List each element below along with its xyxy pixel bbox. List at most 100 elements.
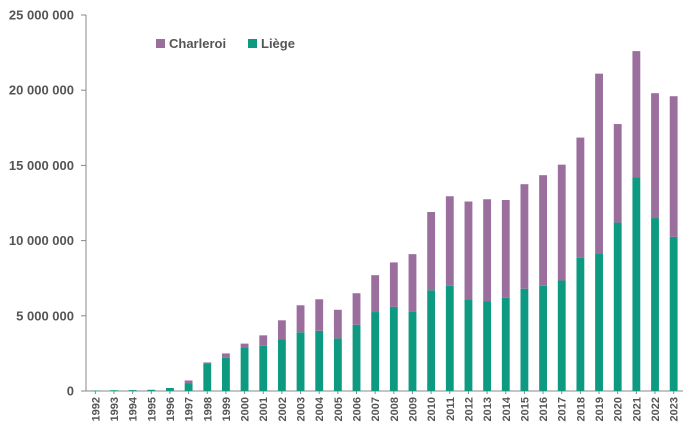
bar-liege-2016: [539, 285, 547, 391]
x-tick-label: 1996: [165, 397, 177, 421]
x-tick-label: 2005: [333, 397, 345, 421]
bar-liege-2020: [613, 222, 622, 391]
bar-liege-2009: [408, 311, 417, 391]
y-tick-label: 20 000 000: [9, 83, 74, 98]
bar-liege-2019: [595, 253, 603, 391]
x-tick-label: 2009: [407, 397, 419, 421]
x-tick-label: 2002: [277, 397, 289, 421]
bar-charleroi-2003: [296, 305, 305, 333]
x-tick-label: 1992: [90, 397, 102, 421]
x-tick-label: 2015: [519, 397, 531, 421]
bar-liege-2010: [427, 290, 436, 391]
legend: Charleroi Liège: [156, 36, 295, 51]
bar-charleroi-1998: [203, 362, 212, 364]
bar-liege-2002: [277, 339, 286, 391]
x-tick-label: 2014: [501, 396, 513, 421]
x-tick-label: 2000: [240, 397, 252, 421]
bar-charleroi-2015: [520, 184, 529, 289]
bar-liege-2011: [445, 285, 454, 391]
bar-liege-2021: [632, 177, 641, 391]
x-tick-label: 2012: [463, 397, 475, 421]
bar-charleroi-2011: [445, 196, 454, 286]
x-tick-label: 2017: [557, 397, 569, 421]
bar-charleroi-2016: [539, 175, 547, 286]
bar-liege-2004: [315, 330, 324, 391]
bar-charleroi-2017: [557, 164, 566, 281]
x-tick-label: 2018: [575, 397, 587, 421]
legend-label-liege: Liège: [261, 36, 295, 51]
bar-liege-1999: [222, 357, 230, 391]
x-tick-label: 1999: [221, 397, 233, 421]
bar-charleroi-2007: [371, 275, 380, 313]
bar-liege-1995: [147, 389, 156, 391]
bar-liege-2018: [576, 257, 585, 391]
bar-liege-2017: [557, 280, 566, 391]
bar-liege-2003: [296, 332, 305, 391]
bar-charleroi-2008: [389, 262, 398, 307]
bar-liege-2015: [520, 288, 529, 391]
bar-liege-2007: [371, 312, 380, 391]
x-tick-label: 2022: [650, 397, 662, 421]
x-tick-label: 2021: [631, 397, 643, 421]
x-tick-label: 2013: [482, 397, 494, 421]
bar-charleroi-2010: [427, 212, 436, 291]
x-tick-label: 2016: [538, 397, 550, 421]
legend-label-charleroi: Charleroi: [169, 36, 226, 51]
bar-liege-2022: [651, 218, 659, 391]
x-tick-label: 2008: [389, 397, 401, 421]
x-tick-label: 1994: [128, 396, 140, 421]
bar-liege-1996: [166, 387, 174, 391]
x-tick-label: 2010: [426, 397, 438, 421]
bar-charleroi-2023: [669, 96, 678, 237]
bar-charleroi-2018: [576, 137, 585, 258]
bar-charleroi-2001: [259, 335, 268, 346]
bar-liege-1993: [110, 390, 118, 391]
bar-charleroi-1997: [184, 380, 193, 384]
bar-charleroi-2005: [333, 309, 342, 339]
bar-charleroi-1999: [222, 353, 230, 358]
bar-liege-2023: [669, 236, 678, 391]
x-tick-label: 2023: [669, 397, 681, 421]
bar-liege-1997: [184, 383, 193, 391]
bar-charleroi-2012: [464, 201, 473, 301]
axes: 0 5 000 000 10 000 000 15 000 000 20 000 000…: [9, 8, 683, 421]
x-tick-label: 1995: [146, 397, 158, 421]
bar-liege-1994: [128, 390, 137, 391]
bar-charleroi-2022: [651, 93, 659, 219]
x-tick-label: 2020: [613, 397, 625, 421]
y-tick-label: 5 000 000: [16, 308, 74, 323]
bar-liege-2001: [259, 345, 268, 391]
bar-liege-2013: [483, 301, 492, 391]
bar-liege-2000: [240, 347, 249, 391]
x-tick-label: 2006: [352, 397, 364, 421]
x-tick-label: 2004: [314, 396, 326, 421]
x-tick-label: 1998: [202, 397, 214, 421]
legend-swatch-liege: [248, 39, 257, 48]
x-tick-label: 2007: [370, 397, 382, 421]
bar-liege-2006: [352, 324, 361, 391]
x-tick-label: 2011: [445, 397, 457, 421]
bars: [91, 51, 678, 391]
y-tick-label: 0: [67, 384, 74, 399]
bar-liege-2012: [464, 300, 473, 391]
bar-charleroi-2019: [595, 73, 603, 254]
y-tick-label: 15 000 000: [9, 158, 74, 173]
bar-charleroi-2020: [613, 124, 622, 223]
y-tick-label: 25 000 000: [9, 8, 74, 23]
legend-swatch-charleroi: [156, 39, 165, 48]
bar-charleroi-2004: [315, 299, 324, 331]
x-tick-label: 2001: [258, 397, 270, 421]
bar-charleroi-2014: [501, 199, 510, 298]
x-tick-label: 2019: [594, 397, 606, 421]
bar-charleroi-2013: [483, 199, 492, 302]
bar-liege-2014: [501, 297, 510, 391]
bar-charleroi-2000: [240, 343, 249, 348]
x-tick-label: 1993: [109, 397, 121, 421]
bar-charleroi-2006: [352, 293, 361, 325]
bar-liege-1998: [203, 363, 212, 391]
bar-charleroi-2021: [632, 51, 641, 178]
bar-charleroi-2009: [408, 254, 417, 312]
bar-liege-2008: [389, 306, 398, 391]
